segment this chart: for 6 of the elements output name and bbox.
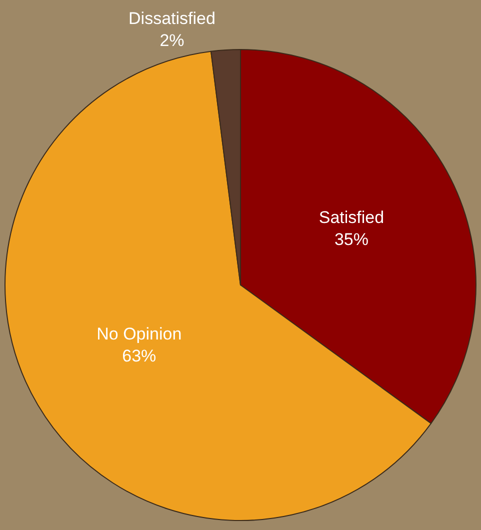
slice-label: Dissatisfied: [128, 8, 216, 28]
slice-label: No Opinion: [96, 324, 182, 344]
slice-label: Satisfied: [318, 208, 384, 227]
data-label: 35%: [334, 230, 368, 250]
data-label: 63%: [122, 346, 156, 366]
data-label: 2%: [160, 31, 184, 50]
